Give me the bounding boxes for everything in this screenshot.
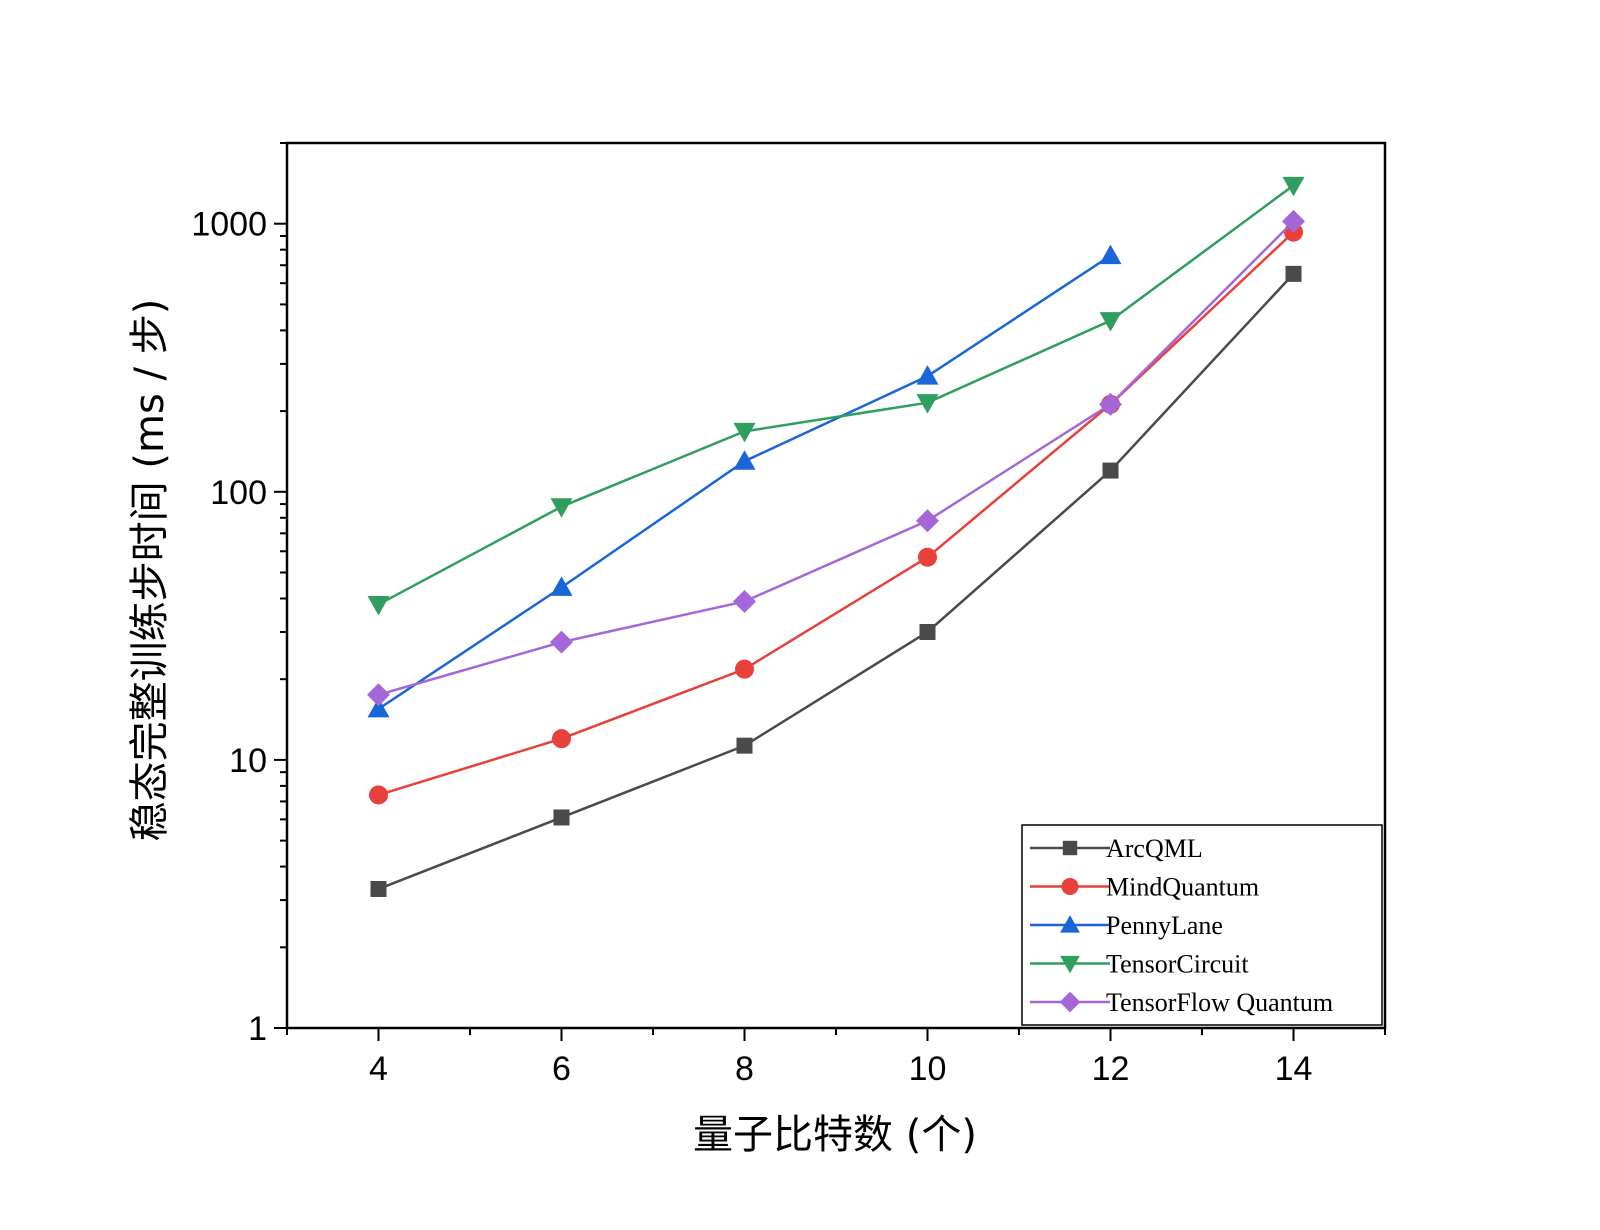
data-point — [919, 623, 936, 640]
data-point — [916, 394, 939, 414]
series-mindquantum — [369, 222, 1303, 805]
legend-label: TensorFlow Quantum — [1106, 988, 1333, 1017]
data-point — [916, 509, 939, 533]
legend-marker — [1061, 877, 1079, 896]
data-point — [735, 659, 754, 679]
legend-item: ArcQML — [1030, 834, 1203, 863]
x-tick-label: 8 — [735, 1050, 754, 1088]
x-tick-label: 6 — [552, 1050, 571, 1088]
data-point — [1099, 244, 1122, 265]
y-tick-label: 1000 — [191, 206, 267, 244]
legend-item: TensorCircuit — [1030, 950, 1249, 979]
data-point — [733, 422, 756, 443]
series-tensorcircuit — [367, 176, 1305, 616]
legend-label: PennyLane — [1106, 911, 1223, 940]
legend-marker — [1062, 840, 1078, 856]
data-point — [1099, 392, 1122, 416]
legend-label: TensorCircuit — [1106, 950, 1249, 979]
data-point — [1099, 312, 1122, 332]
legend: ArcQML MindQuantum PennyLane TensorCircuit T… — [1021, 824, 1383, 1026]
x-tick-label: 10 — [909, 1050, 947, 1088]
series-layer — [367, 176, 1305, 897]
x-axis-title: 量子比特数 (个) — [693, 1112, 977, 1158]
x-tick-label: 4 — [369, 1050, 388, 1088]
data-point — [916, 365, 939, 385]
legend-label: ArcQML — [1106, 834, 1203, 863]
series-arcqml — [370, 265, 1302, 897]
data-point — [369, 785, 388, 805]
y-axis-title: 稳态完整训练步时间 (ms / 步) — [127, 299, 173, 842]
legend-item: TensorFlow Quantum — [1030, 988, 1333, 1017]
y-tick-label: 10 — [229, 742, 267, 780]
series-pennylane — [367, 244, 1122, 718]
legend-marker — [1060, 955, 1080, 974]
y-tick-label: 100 — [210, 474, 267, 512]
series-line — [378, 273, 1295, 891]
x-tick-label: 12 — [1092, 1050, 1130, 1088]
data-point — [367, 595, 390, 616]
data-point — [733, 589, 756, 613]
data-point — [733, 450, 756, 470]
data-point — [1282, 176, 1305, 197]
legend-item: PennyLane — [1030, 911, 1223, 940]
data-point — [367, 697, 390, 718]
x-axis: 4 6 8 10 12 14 — [286, 1028, 1386, 1088]
data-point — [736, 737, 753, 754]
legend-marker — [1060, 915, 1080, 933]
data-point — [1282, 209, 1305, 233]
legend-marker — [1059, 991, 1081, 1013]
data-point — [367, 683, 390, 707]
data-point — [550, 498, 573, 518]
y-axis: 1 10 100 1000 — [191, 142, 287, 1048]
legend-label: MindQuantum — [1106, 873, 1259, 902]
data-point — [552, 729, 571, 749]
legend-item: MindQuantum — [1030, 873, 1259, 902]
x-tick-label: 14 — [1275, 1050, 1313, 1088]
data-point — [370, 880, 387, 897]
data-point — [553, 809, 570, 826]
y-tick-label: 1 — [248, 1010, 267, 1048]
series-line — [377, 254, 1112, 710]
data-point — [550, 630, 573, 654]
series-tensorflow-quantum — [367, 209, 1305, 707]
series-line — [377, 184, 1295, 606]
data-point — [918, 547, 937, 567]
data-point — [1102, 462, 1119, 479]
data-point — [550, 576, 573, 596]
data-point — [1285, 265, 1302, 282]
series-line — [378, 220, 1295, 696]
series-line — [378, 231, 1295, 797]
